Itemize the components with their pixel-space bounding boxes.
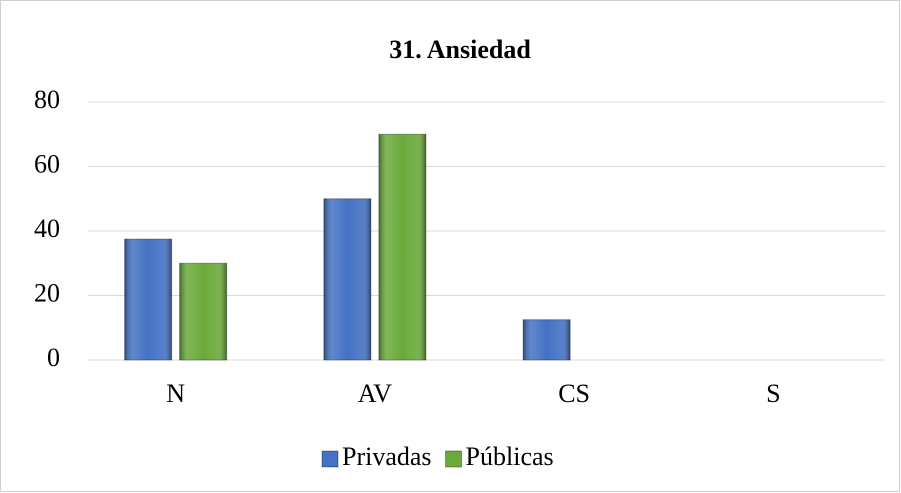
y-tick-label: 60 [34, 149, 60, 178]
x-tick-label: CS [558, 379, 590, 408]
y-tick-label: 0 [47, 343, 60, 372]
legend-label: Privadas [342, 442, 432, 471]
bar [378, 133, 427, 361]
y-tick-label: 20 [34, 278, 60, 307]
bar [179, 262, 228, 361]
y-tick-label: 80 [34, 85, 60, 114]
chart-title: 31. Ansiedad [389, 35, 531, 64]
legend-swatch [321, 450, 339, 468]
bar [323, 198, 372, 361]
bar [124, 238, 173, 361]
legend-label: Públicas [466, 442, 554, 471]
bar [522, 319, 571, 361]
x-tick-label: N [166, 379, 185, 408]
x-tick-label: AV [358, 379, 392, 408]
legend-swatch [445, 450, 463, 468]
x-tick-label: S [766, 379, 780, 408]
y-tick-label: 40 [34, 214, 60, 243]
